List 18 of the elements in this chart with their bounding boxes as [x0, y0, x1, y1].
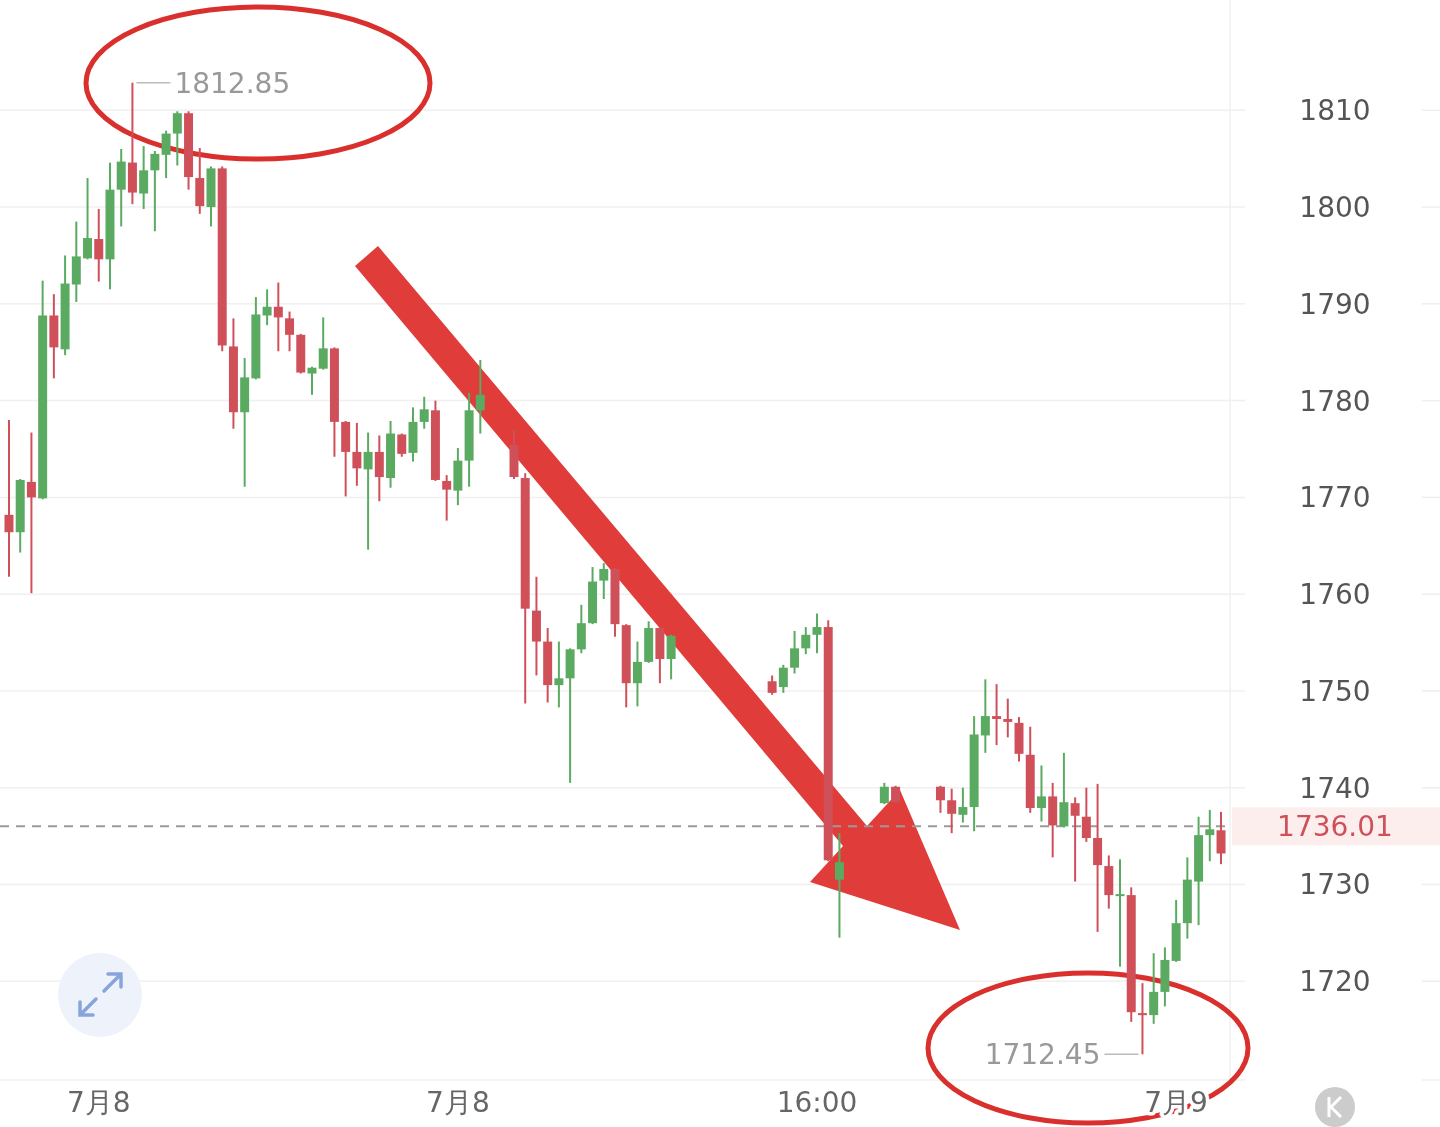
y-tick-label: 1760 [1299, 578, 1371, 612]
annotation: 1812.85 [135, 66, 291, 100]
y-tick-label: 1780 [1299, 384, 1371, 418]
annotation: 1812.85 [174, 66, 291, 100]
y-tick-label: 1770 [1299, 481, 1371, 515]
x-tick-label: 16:00 [776, 1086, 858, 1119]
x-tick-label: 7月8 [426, 1086, 490, 1119]
annotation: 1712.45 [984, 1038, 1140, 1072]
y-tick-label: 1750 [1299, 674, 1371, 708]
y-tick-label: 1720 [1299, 965, 1371, 999]
annotation: 1712.45 [984, 1038, 1101, 1072]
y-tick-label: 1810 [1299, 94, 1371, 128]
y-tick-label: 1800 [1299, 191, 1371, 225]
y-tick-label: 1740 [1299, 771, 1371, 805]
ref-line-label: 1736.01 [1277, 810, 1393, 844]
y-tick-label: 1730 [1299, 868, 1371, 902]
y-tick-label: 1790 [1299, 287, 1371, 321]
x-tick-label: 7月8 [66, 1086, 131, 1119]
